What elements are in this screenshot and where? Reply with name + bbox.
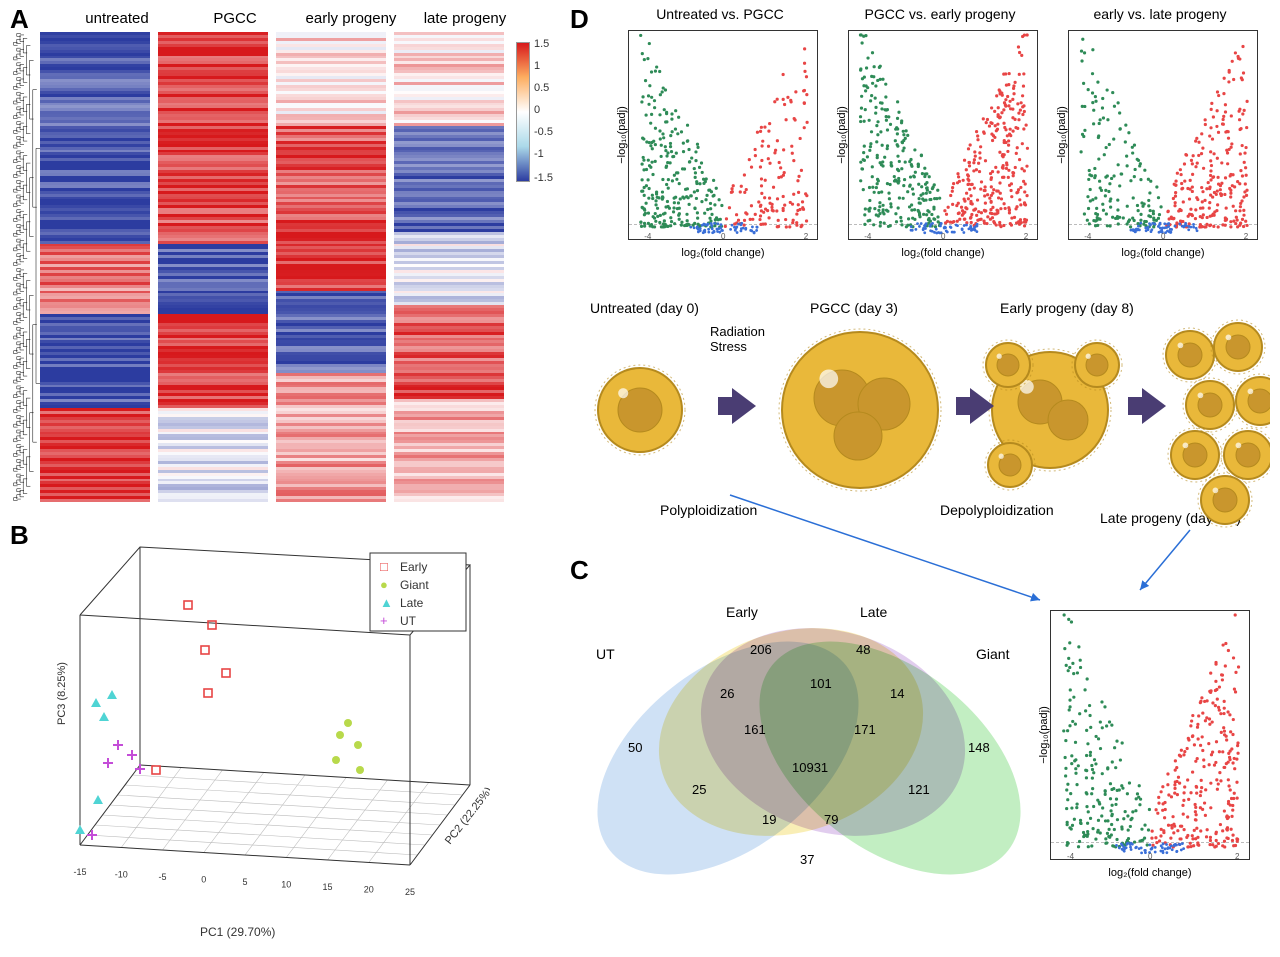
venn-count: 206 [750,642,772,657]
pc1-label: PC1 (29.70%) [200,925,275,939]
arrow-icon [732,388,756,424]
arrow-icon [1142,388,1166,424]
venn-count: 26 [720,686,734,701]
ylab: −log₁₀(padj) [1038,706,1050,764]
venn-label-early: Early [726,604,758,620]
venn-label-late: Late [860,604,887,620]
venn-count: 25 [692,782,706,797]
radiation-label: Radiation Stress [710,324,765,354]
svg-text:-4: -4 [1084,232,1092,241]
svg-text:Late: Late [400,596,424,610]
svg-text:●: ● [380,577,388,592]
svg-text:▲: ▲ [380,595,393,610]
panel-label-a: A [10,4,29,35]
volcano-title-2: PGCC vs. early progeny [840,6,1040,22]
svg-text:+: + [380,613,388,628]
venn-count: 161 [744,722,766,737]
cb-tick: 1.5 [534,38,549,50]
venn-count: 37 [800,852,814,867]
svg-text:0: 0 [1148,852,1153,861]
heatmap: 1.5 1 0.5 0 -0.5 -1 -1.5 [40,32,510,502]
cb-tick: -1.5 [534,172,553,184]
svg-text:25: 25 [405,887,415,897]
svg-text:-4: -4 [1067,852,1075,861]
svg-text:PC3 (8.25%): PC3 (8.25%) [56,662,68,725]
volcano-plot-4: log₂(fold change) −log₁₀(padj) -4 0 2 [1050,610,1250,860]
venn-label-giant: Giant [976,646,1009,662]
volcano-plot-3: log₂(fold change) −log₁₀(padj) -4 0 2 [1068,30,1258,240]
volcano-plot-1: log₂(fold change) −log₁₀(padj) -4 0 2 [628,30,818,240]
volcano-title-3: early vs. late progeny [1060,6,1260,22]
heatmap-col-4 [394,32,504,502]
svg-text:-5: -5 [158,872,166,882]
xlab: log₂(fold change) [1121,247,1204,259]
svg-text:-10: -10 [115,870,128,880]
svg-text:Early: Early [400,560,427,574]
xlab: log₂(fold change) [1108,867,1191,879]
venn-count: 171 [854,722,876,737]
depoly-label: Depolyploidization [940,502,1054,518]
panel-label-b: B [10,520,29,551]
cb-tick: 0 [534,104,540,116]
heatmap-header-3: early progeny [296,10,406,27]
venn-label-ut: UT [596,646,615,662]
svg-text:5: 5 [242,877,247,887]
heatmap-col-3 [276,32,386,502]
ylab: −log₁₀(padj) [1056,106,1068,164]
svg-text:10: 10 [281,880,291,890]
svg-text:2: 2 [1244,232,1249,241]
venn-count: 79 [824,812,838,827]
panel-label-d: D [570,4,589,35]
svg-text:0: 0 [721,232,726,241]
svg-text:2: 2 [1235,852,1240,861]
arrow-icon [970,388,994,424]
venn-diagram: UT Early Late Giant 50 206 48 148 26 101… [560,590,1020,930]
ylab: −log₁₀(padj) [616,106,628,164]
svg-text:□: □ [380,559,388,574]
venn-count: 19 [762,812,776,827]
svg-text:2: 2 [1024,232,1029,241]
venn-count: 101 [810,676,832,691]
svg-text:-4: -4 [864,232,872,241]
venn-count: 121 [908,782,930,797]
pca-3d-plot: □ Early ● Giant ▲ Late + UT -15 -10 -5 0 5 10 15 20… [40,545,490,905]
venn-count: 148 [968,740,990,755]
heatmap-col-2 [158,32,268,502]
venn-count: 14 [890,686,904,701]
xlab: log₂(fold change) [681,247,764,259]
volcano-plot-2: log₂(fold change) −log₁₀(padj) -4 0 2 [848,30,1038,240]
volcano-title-1: Untreated vs. PGCC [620,6,820,22]
svg-text:0: 0 [1161,232,1166,241]
heatmap-header-4: late progeny [410,10,520,27]
svg-text:UT: UT [400,614,417,628]
colorbar [516,42,530,182]
ylab: −log₁₀(padj) [836,106,848,164]
svg-text:15: 15 [322,882,332,892]
svg-text:Giant: Giant [400,578,429,592]
cb-tick: 1 [534,60,540,72]
svg-text:20: 20 [364,885,374,895]
svg-text:2: 2 [804,232,809,241]
svg-text:-15: -15 [73,867,86,877]
heatmap-header-2: PGCC [180,10,290,27]
panel-label-c: C [570,555,589,586]
xlab: log₂(fold change) [901,247,984,259]
svg-text:0: 0 [941,232,946,241]
heatmap-header-1: untreated [62,10,172,27]
venn-count: 50 [628,740,642,755]
poly-label: Polyploidization [660,502,757,518]
cb-tick: -0.5 [534,126,553,138]
heatmap-col-1 [40,32,150,502]
venn-count: 10931 [792,760,828,775]
cb-tick: 0.5 [534,82,549,94]
dendrogram [2,32,40,502]
svg-text:-4: -4 [644,232,652,241]
venn-count: 48 [856,642,870,657]
cb-tick: -1 [534,148,544,160]
svg-text:0: 0 [201,875,206,885]
